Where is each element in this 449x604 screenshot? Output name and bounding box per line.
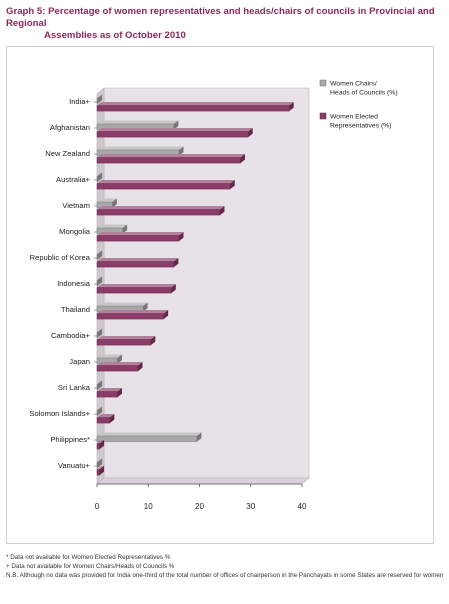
- category-label: Cambodia+: [51, 331, 91, 340]
- footnote-asterisk: * Data not available for Women Elected R…: [6, 554, 171, 561]
- footnotes: * Data not available for Women Elected R…: [6, 553, 444, 580]
- category-label: Solomon Islands+: [29, 409, 90, 418]
- legend-label-chairs: Women Chairs/Heads of Councils (%): [330, 81, 398, 97]
- legend-swatch-chairs: [319, 79, 327, 87]
- category-label: Republic of Korea: [30, 253, 91, 262]
- bar-elected: [96, 284, 176, 294]
- bar-elected: [96, 388, 122, 398]
- chart-title: Graph 5: Percentage of women representat…: [6, 6, 436, 42]
- category-label: Afghanistan: [50, 123, 90, 132]
- footnote-nb: N.B. Although no data was provided for I…: [6, 572, 444, 579]
- category-label: Sri Lanka: [58, 383, 91, 392]
- bar-chairs: [96, 406, 103, 416]
- bar-elected: [96, 232, 184, 242]
- category-label: Indonesia: [57, 279, 91, 288]
- bar-chairs: [96, 94, 103, 104]
- bar-chairs: [96, 250, 103, 260]
- bar-chairs: [96, 146, 184, 156]
- bar-elected: [96, 362, 143, 372]
- bar-elected: [96, 466, 105, 476]
- category-label: Vietnam: [62, 201, 90, 210]
- legend-swatch-elected: [319, 112, 327, 120]
- bar-elected: [96, 180, 235, 190]
- category-label: New Zealand: [45, 149, 90, 158]
- category-label: Japan: [69, 357, 90, 366]
- chart-title-line-2: Assemblies as of October 2010: [44, 30, 186, 41]
- bar-chairs: [96, 120, 179, 130]
- chart-floor: [96, 477, 310, 485]
- bar-chairs: [96, 432, 202, 442]
- footnote-plus: + Data not available for Women Chairs/He…: [6, 563, 175, 570]
- x-tick-label: 20: [195, 502, 204, 511]
- category-label: Thailand: [61, 305, 90, 314]
- bar-elected: [96, 206, 225, 216]
- bar-elected: [96, 102, 294, 112]
- x-tick-label: 0: [95, 502, 100, 511]
- category-label: Vanuatu+: [58, 461, 91, 470]
- bar-chairs: [96, 380, 103, 390]
- x-tick-label: 40: [298, 502, 307, 511]
- bar-elected: [96, 440, 105, 450]
- bar-elected: [96, 414, 115, 424]
- bar-chairs: [96, 328, 103, 338]
- x-tick-label: 30: [246, 502, 255, 511]
- bar-elected: [96, 310, 169, 320]
- legend-label-elected: Women Elected Representatives (%): [330, 114, 392, 130]
- bar-chairs: [96, 172, 103, 182]
- chart-title-line-1: Graph 5: Percentage of women representat…: [6, 6, 435, 29]
- bar-chairs: [96, 276, 103, 286]
- legend: Women Chairs/Heads of Councils (%) Women …: [319, 79, 398, 130]
- category-label: Mongolia: [59, 227, 91, 236]
- category-label: Australia+: [56, 175, 91, 184]
- bar-elected: [96, 258, 179, 268]
- x-tick-label: 10: [144, 502, 153, 511]
- category-label: Philippines*: [50, 435, 90, 444]
- bar-chairs: [96, 458, 103, 468]
- category-label: India+: [69, 97, 90, 106]
- bar-chairs: [96, 302, 148, 312]
- bar-elected: [96, 128, 253, 138]
- bar-chart: 0 10 20 30 40 India+ Afghanistan New Zealand Aus…: [29, 79, 398, 511]
- bar-elected: [96, 336, 156, 346]
- bar-elected: [96, 154, 245, 164]
